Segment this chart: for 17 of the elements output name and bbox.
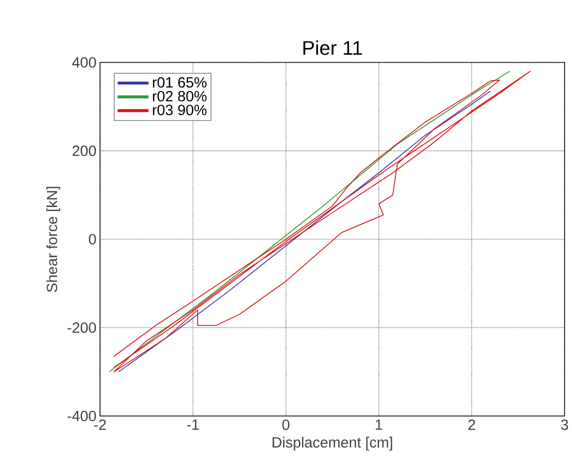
x-axis-title: Displacement [cm] [272, 436, 392, 450]
y-tick-label: 200 [72, 145, 96, 156]
x-tick-label: -1 [187, 419, 199, 430]
x-tick-label: -2 [94, 419, 106, 430]
y-tick-label: 400 [72, 56, 96, 68]
legend-label: r02 80% [152, 90, 207, 102]
y-axis-title: Shear force [kN] [46, 186, 60, 292]
x-tick-label: 3 [561, 419, 568, 430]
legend-label: r03 90% [152, 104, 207, 115]
x-tick-label: 2 [468, 419, 476, 430]
chart-title: Pier 11 [303, 40, 362, 55]
legend-label: r01 65% [152, 76, 207, 88]
y-tick-label: 0 [88, 234, 96, 244]
x-tick-label: 1 [376, 419, 382, 430]
y-tick-label: -400 [68, 410, 96, 422]
y-tick-label: -200 [68, 322, 96, 333]
x-tick-label: 0 [282, 419, 290, 430]
